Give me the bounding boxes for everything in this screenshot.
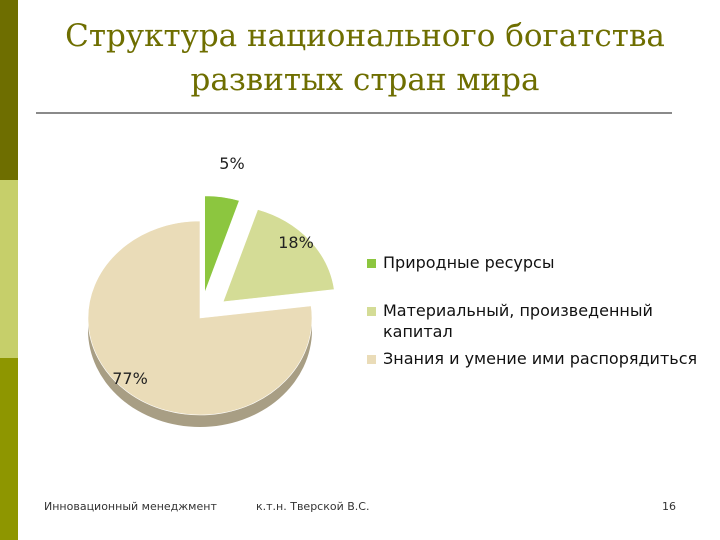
slide-title-line-1: Структура национального богатства — [65, 18, 665, 54]
side-bar-middle — [0, 180, 18, 358]
pie-slice-2 — [222, 209, 335, 303]
pie-slice-1 — [204, 195, 240, 293]
pie-data-label-1: 5% — [219, 154, 244, 173]
footer-course: Инновационный менеджмент — [44, 500, 217, 513]
legend-label-2: Материальный, произведенный капитал — [383, 301, 653, 341]
side-bar-bottom — [0, 358, 18, 540]
slide-title-line-2: развитых стран мира — [190, 62, 540, 98]
pie-data-label-3: 77% — [112, 369, 148, 388]
legend-label-3: Знания и умение ими распорядиться — [383, 349, 697, 368]
footer-page-number: 16 — [662, 500, 676, 513]
title-divider — [36, 112, 672, 114]
pie-data-label-2: 18% — [278, 233, 314, 252]
side-bar-top — [0, 0, 18, 180]
footer-author: к.т.н. Тверской В.С. — [256, 500, 370, 513]
legend-swatch-2 — [367, 307, 376, 316]
pie-slice-3 — [87, 220, 313, 416]
legend-label-1: Природные ресурсы — [383, 253, 554, 272]
legend-swatch-3 — [367, 355, 376, 364]
slide-title: Структура национального богатства развит… — [40, 14, 690, 102]
legend-swatch-1 — [367, 259, 376, 268]
